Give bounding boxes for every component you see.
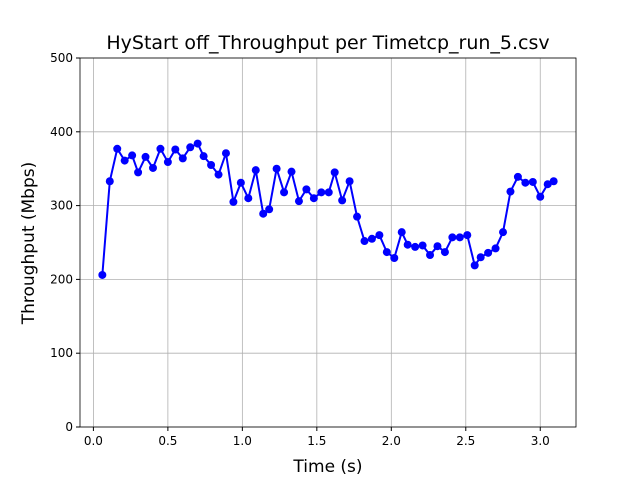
marker [360,237,369,246]
y-tick-label: 0 [65,420,73,434]
marker [134,168,143,177]
marker [207,161,216,170]
marker [98,270,107,279]
marker [302,185,311,194]
y-tick-label: 300 [50,199,73,213]
plot-frame [79,57,577,428]
marker [113,144,122,153]
marker [265,205,274,214]
marker [536,192,545,201]
marker [236,178,245,187]
marker [367,234,376,243]
marker [506,187,515,196]
x-axis-label: Time (s) [292,457,362,477]
marker [178,154,187,163]
marker [521,178,530,187]
marker [499,228,508,237]
marker [463,231,472,240]
marker [433,242,442,251]
marker [375,231,384,240]
x-tick-label: 1.0 [233,434,252,448]
marker [221,149,230,158]
x-tick-label: 2.0 [382,434,401,448]
marker [476,253,485,262]
x-tick-label: 2.5 [456,434,475,448]
marker [397,228,406,237]
y-tick-label: 400 [50,125,73,139]
marker [148,163,157,172]
y-tick-label: 200 [50,272,73,286]
marker [294,197,303,206]
marker [543,180,552,189]
y-axis-label: Throughput (Mbps) [19,162,39,326]
marker [426,251,435,260]
marker [411,242,420,251]
marker [484,248,493,257]
marker [324,188,333,197]
marker [353,212,362,221]
marker [259,209,268,218]
marker [513,172,522,181]
marker [141,152,150,161]
marker [171,145,180,154]
marker [418,241,427,250]
marker [199,152,208,161]
x-tick-label: 0.0 [84,434,103,448]
marker [309,194,318,203]
y-tick-label: 500 [50,51,73,65]
marker [287,167,296,176]
marker [272,164,281,173]
marker [105,177,114,186]
marker [338,196,347,205]
x-tick-label: 0.5 [158,434,177,448]
marker [280,188,289,197]
marker [120,156,129,165]
marker [156,144,165,153]
marker [403,240,412,249]
marker [549,177,558,186]
marker [491,244,500,253]
marker [193,139,202,148]
marker [128,151,137,160]
marker [440,248,449,257]
marker [345,177,354,186]
marker [244,194,253,203]
marker [390,253,399,262]
marker [470,261,479,270]
x-tick-label: 3.0 [531,434,550,448]
marker [251,166,260,175]
marker [229,197,238,206]
y-tick-label: 100 [50,346,73,360]
marker [528,177,537,186]
marker [448,233,457,242]
marker [330,168,339,177]
marker [186,143,195,152]
marker [163,158,172,167]
marker [317,188,326,197]
x-tick-label: 1.5 [307,434,326,448]
marker [214,170,223,179]
marker [455,233,464,242]
marker [382,248,391,257]
chart-title: HyStart off_Throughput per Timetcp_run_5… [106,32,549,54]
